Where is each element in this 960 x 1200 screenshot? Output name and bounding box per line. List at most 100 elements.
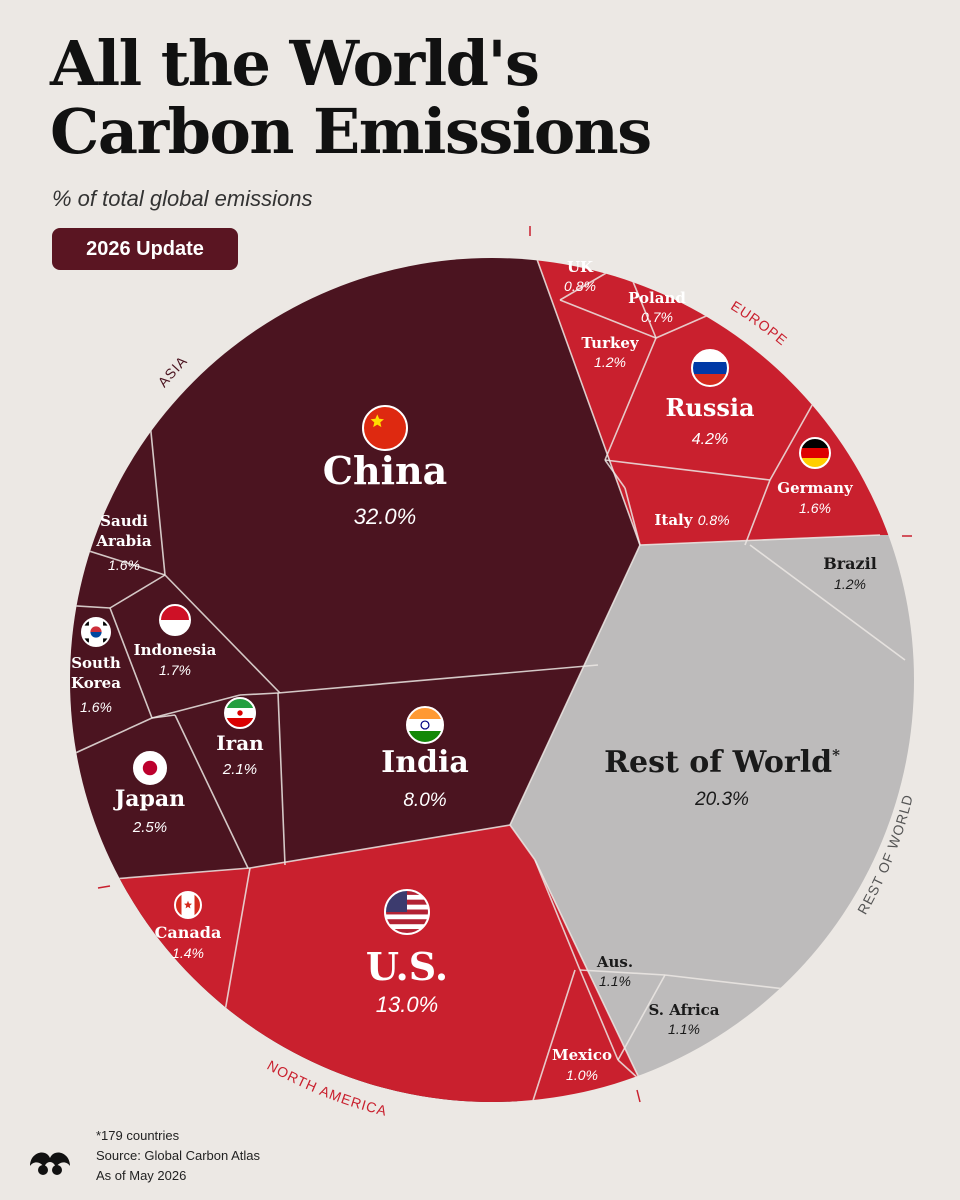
cell-border — [639, 534, 881, 546]
cell-borders — [70, 258, 906, 1102]
label-indonesia: Indonesia — [134, 641, 217, 659]
value-china: 32.0% — [354, 504, 416, 529]
value-poland: 0.7% — [641, 309, 673, 325]
publisher-logo-icon — [30, 1152, 70, 1175]
footnote-countries: *179 countries — [96, 1128, 180, 1143]
iran-flag-icon — [224, 697, 256, 729]
update-badge: 2026 Update — [52, 228, 238, 270]
cell-border — [604, 459, 771, 481]
cell-border — [769, 399, 816, 481]
cell-border — [604, 337, 657, 461]
value-turkey: 1.2% — [594, 354, 626, 370]
region-divider-tick — [97, 885, 111, 889]
label-iran: Iran — [216, 731, 264, 755]
cell-border — [529, 258, 641, 546]
label-russia: Russia — [665, 393, 754, 422]
cell-border — [624, 487, 641, 546]
value-saudi-arabia: 1.6% — [108, 557, 140, 573]
value-aus: 1.1% — [599, 973, 631, 989]
label-mexico: Mexico — [552, 1046, 612, 1064]
title-line-1: All the World's — [50, 27, 540, 100]
cell-border — [109, 607, 153, 719]
value-uk: 0.8% — [564, 278, 596, 294]
label-rest-of-world: Rest of World* — [604, 745, 840, 780]
value-s-africa: 1.1% — [668, 1021, 700, 1037]
cell-border — [164, 574, 281, 694]
cell-border — [277, 692, 286, 866]
cell-border — [277, 664, 599, 694]
cell-border — [749, 544, 906, 661]
value-brazil: 1.2% — [834, 576, 866, 592]
label-italy: Italy 0.8% — [654, 511, 729, 529]
value-rest-of-world: 20.3% — [694, 789, 749, 810]
region-label-asia: ASIA — [154, 352, 190, 390]
chart-regions — [70, 258, 914, 1102]
label-uk: UK — [567, 258, 594, 276]
value-germany: 1.6% — [799, 500, 831, 516]
region-north-america — [70, 825, 640, 1102]
country-labels: China 32.0% India 8.0% Japan 2.5% Iran 2.1% Indo… — [71, 258, 877, 1083]
label-germany: Germany — [777, 479, 854, 497]
footnote-source: Source: Global Carbon Atlas — [96, 1148, 261, 1163]
cell-border — [529, 969, 576, 1102]
label-japan: Japan — [113, 786, 185, 812]
value-india: 8.0% — [403, 790, 446, 811]
value-indonesia: 1.7% — [159, 662, 191, 678]
japan-flag-icon — [133, 751, 167, 785]
cell-border — [617, 974, 666, 1061]
cell-border — [70, 604, 111, 609]
page-subtitle: % of total global emissions — [52, 186, 313, 211]
label-saudi-arabia: Saudi — [100, 512, 148, 530]
cell-border — [151, 694, 241, 719]
value-iran: 2.1% — [222, 761, 257, 778]
indonesia-flag-icon — [159, 604, 191, 636]
label-poland: Poland — [628, 289, 686, 307]
cell-border — [579, 969, 619, 1061]
value-canada: 1.4% — [172, 945, 204, 961]
germany-flag-icon — [799, 437, 831, 469]
value-south-korea: 1.6% — [80, 699, 112, 715]
cell-border — [579, 969, 666, 976]
label-canada: Canada — [155, 923, 222, 942]
label-u-s: U.S. — [366, 944, 448, 989]
us-flag-icon — [384, 889, 430, 935]
value-japan: 2.5% — [132, 819, 167, 836]
footnote-date: As of May 2026 — [96, 1168, 187, 1183]
value-u-s: 13.0% — [376, 992, 438, 1017]
cell-border — [534, 859, 581, 971]
cell-border — [174, 714, 249, 869]
label-aus: Aus. — [596, 953, 633, 971]
south-korea-flag-icon — [81, 617, 111, 647]
cell-border — [509, 544, 641, 826]
cell-border — [149, 421, 166, 576]
label-s-africa: S. Africa — [648, 1001, 719, 1019]
label-china: China — [323, 448, 448, 493]
footer-notes: *179 countries Source: Global Carbon Atl… — [96, 1126, 260, 1186]
label-south-korea: Korea — [71, 674, 121, 692]
label-india: India — [381, 745, 469, 780]
label-turkey: Turkey — [581, 334, 640, 352]
india-flag-icon — [406, 706, 444, 744]
label-saudi-arabia: Arabia — [95, 532, 151, 550]
label-south-korea: South — [71, 654, 121, 672]
value-russia: 4.2% — [692, 431, 728, 448]
china-flag-icon — [362, 405, 408, 451]
region-brackets — [97, 226, 912, 1103]
value-mexico: 1.0% — [566, 1067, 598, 1083]
region-divider-tick — [636, 1089, 641, 1103]
russia-flag-icon — [691, 349, 729, 387]
title-line-2: Carbon Emissions — [50, 95, 652, 168]
cell-border — [109, 574, 166, 609]
cell-border — [604, 459, 626, 489]
cell-border — [151, 714, 176, 719]
cell-border — [239, 692, 279, 696]
cell-border — [249, 824, 511, 869]
cell-border — [559, 299, 657, 339]
canada-flag-icon — [174, 891, 202, 919]
chart-cells — [70, 258, 914, 1102]
cell-border — [509, 824, 536, 861]
cell-border — [99, 867, 251, 881]
cell-border — [744, 479, 771, 546]
page-title: All the World's Carbon Emissions — [50, 27, 652, 168]
